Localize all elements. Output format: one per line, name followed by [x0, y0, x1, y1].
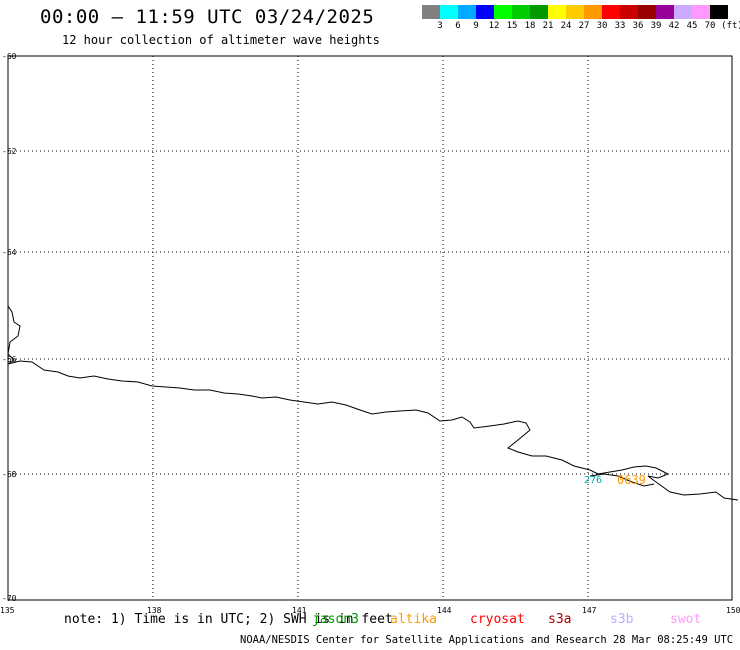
satellite-cryosat: cryosat	[470, 612, 525, 627]
longitude-label: 144	[437, 606, 452, 615]
scale-label: 12	[488, 21, 500, 31]
scale-label: 9	[473, 21, 479, 31]
latitude-labels: -60 -62 -64 -66 -68 -70	[2, 52, 17, 603]
footer-note: note: 1) Time is in UTC; 2) SWH is in fe…	[64, 612, 393, 627]
swh-marker-276: 276	[584, 475, 602, 486]
scale-label: 3	[437, 21, 443, 31]
longitude-label: 138	[147, 606, 162, 615]
scale-swatch	[656, 5, 674, 19]
scale-label: 15	[506, 21, 518, 31]
scale-label: 21	[542, 21, 554, 31]
scale-label: 6	[455, 21, 461, 31]
credit-line: NOAA/NESDIS Center for Satellite Applica…	[240, 634, 740, 646]
scale-swatch	[512, 5, 530, 19]
scale-swatch	[494, 5, 512, 19]
scale-swatch	[710, 5, 728, 19]
scale-label: 45	[686, 21, 698, 31]
scale-swatch	[422, 5, 440, 19]
scale-swatch	[674, 5, 692, 19]
longitude-label: 135	[0, 606, 15, 615]
satellite-altika: altika	[390, 612, 437, 627]
satellite-jason3: jason3	[312, 612, 359, 627]
latitude-label: -70	[2, 594, 17, 603]
satellite-swot: swot	[670, 612, 702, 627]
scale-label: 70	[704, 21, 716, 31]
satellite-s3a: s3a	[548, 612, 572, 627]
scale-swatch	[638, 5, 656, 19]
scale-label: 39	[650, 21, 662, 31]
latitude-label: -60	[2, 52, 17, 61]
coastline-inlet	[589, 473, 655, 487]
scale-swatch	[620, 5, 638, 19]
longitude-label: 150	[726, 606, 740, 615]
scale-label: 42	[668, 21, 680, 31]
scale-swatch	[476, 5, 494, 19]
scale-label: 30	[596, 21, 608, 31]
longitude-label: 141	[292, 606, 307, 615]
latitude-label: -66	[2, 355, 17, 364]
scale-label: 33	[614, 21, 626, 31]
longitude-label: 147	[582, 606, 597, 615]
scale-label: 27	[578, 21, 590, 31]
scale-swatch	[602, 5, 620, 19]
scale-swatch	[548, 5, 566, 19]
swh-marker-0639: 0639	[617, 473, 646, 487]
latitude-label: -62	[2, 147, 17, 156]
scale-label: 24	[560, 21, 572, 31]
scale-swatch	[440, 5, 458, 19]
scale-swatch	[566, 5, 584, 19]
satellite-s3b: s3b	[610, 612, 634, 627]
scale-swatch	[692, 5, 710, 19]
antarctic-coastline	[7, 305, 739, 501]
scale-label: (ft)	[721, 21, 740, 31]
scale-label: 18	[524, 21, 536, 31]
map-title: 00:00 – 11:59 UTC 03/24/2025	[40, 6, 375, 28]
map-subtitle: 12 hour collection of altimeter wave hei…	[62, 33, 380, 47]
map-frame	[7, 55, 733, 601]
longitude-labels: 135 138 141 144 147 150	[0, 606, 740, 615]
latitude-label: -64	[2, 248, 17, 257]
scale-label: 36	[632, 21, 644, 31]
latitude-label: -68	[2, 470, 17, 479]
scale-swatch	[530, 5, 548, 19]
scale-swatch	[584, 5, 602, 19]
scale-swatch	[458, 5, 476, 19]
map-grid	[8, 56, 732, 600]
